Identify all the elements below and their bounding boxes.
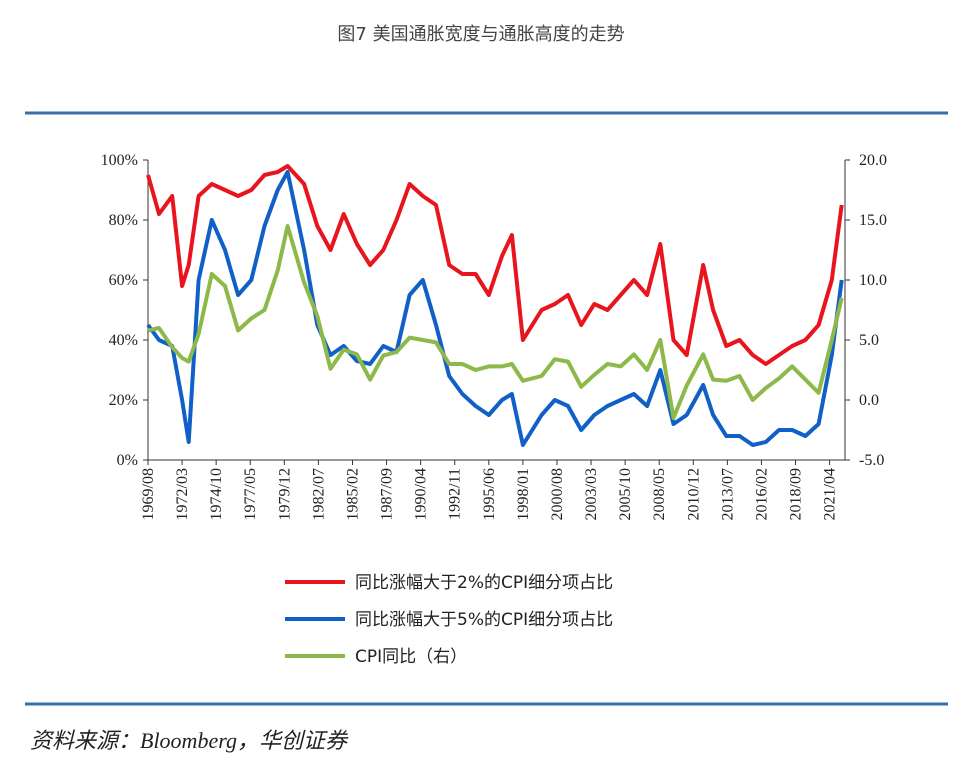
x-tick-label: 1982/07 [310,468,327,520]
x-tick-label: 1995/06 [481,468,498,520]
x-tick-label: 1969/08 [140,468,157,520]
x-tick-label: 2018/09 [788,468,805,520]
source: 资料来源：Bloomberg，华创证券 [30,728,349,753]
y-tick-label: 80% [109,212,138,229]
x-tick-label: 1990/04 [413,468,430,520]
legend-label: CPI同比（右） [355,647,467,667]
x-tick-label: 1974/10 [208,468,225,520]
legend-label: 同比涨幅大于2%的CPI细分项占比 [355,573,613,593]
y2-tick-label: 0.0 [859,392,879,409]
x-tick-label: 1992/11 [447,468,464,520]
chart-title: 图7 美国通胀宽度与通胀高度的走势 [337,24,624,45]
series-line [147,224,844,420]
x-tick-label: 2013/07 [719,468,736,520]
x-tick-label: 1987/09 [379,468,396,520]
x-tick-label: 2021/04 [822,468,839,520]
legend-label: 同比涨幅大于5%的CPI细分项占比 [355,610,613,630]
y2-tick-label: 15.0 [859,212,887,229]
x-tick-label: 1998/01 [515,468,532,520]
x-tick-label: 1985/02 [344,468,361,520]
x-tick-label: 2008/05 [651,468,668,520]
x-tick-label: 2005/10 [617,468,634,520]
y-tick-label: 100% [101,152,138,169]
y2-tick-label: 20.0 [859,152,887,169]
x-tick-label: 2016/02 [753,468,770,520]
y2-tick-label: 5.0 [859,332,879,349]
series-line [146,164,844,366]
y-tick-label: 20% [109,392,138,409]
x-tick-label: 1977/05 [242,468,259,520]
y-tick-label: 40% [109,332,138,349]
x-tick-label: 2003/03 [583,468,600,520]
x-tick-label: 2010/12 [685,468,702,520]
x-tick-label: 2000/08 [549,468,566,520]
x-tick-label: 1979/12 [276,468,293,520]
y2-tick-label: -5.0 [859,452,884,469]
y-tick-label: 60% [109,272,138,289]
series-line [146,170,844,447]
y2-tick-label: 10.0 [859,272,887,289]
y-tick-label: 0% [117,452,138,469]
x-tick-label: 1972/03 [174,468,191,520]
